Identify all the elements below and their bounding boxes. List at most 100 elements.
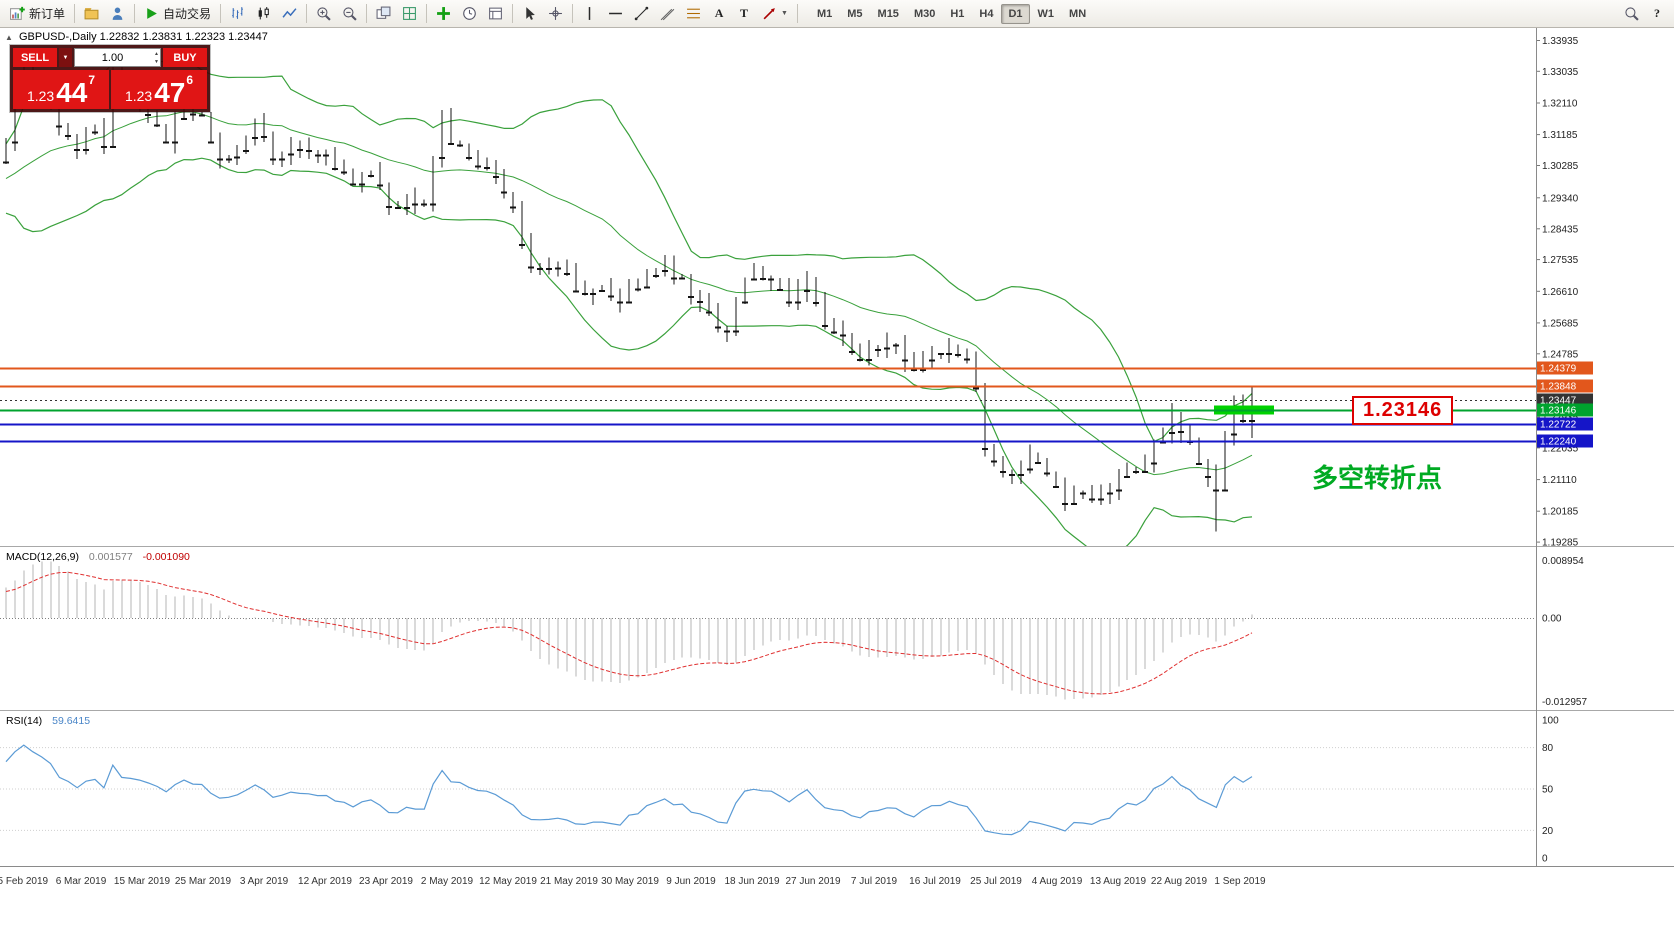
price-callout-box[interactable]: 1.23146 — [1352, 396, 1454, 425]
price-tag — [1537, 379, 1593, 393]
toolbar: 新订单 自动交易 — [0, 0, 1674, 28]
line-chart-button[interactable] — [277, 3, 302, 25]
volume-input[interactable]: 1.00 ▲ ▼ — [74, 48, 161, 67]
new-order-button[interactable]: 新订单 — [5, 3, 70, 25]
toolbar-separator — [306, 4, 308, 23]
sell-price-big: 44 — [56, 77, 88, 108]
rsi-value: 59.6415 — [52, 715, 91, 727]
macd-value2: -0.001090 — [142, 551, 190, 563]
timeframe-button-m15[interactable]: M15 — [877, 7, 899, 20]
help-button[interactable]: ? — [1645, 3, 1669, 25]
candlestick-icon — [258, 7, 269, 20]
price-axis-tick: 1.32110 — [1542, 99, 1578, 110]
timeframe-button-w1[interactable]: W1 — [1037, 7, 1055, 20]
price-axis-tick: 1.21110 — [1542, 475, 1577, 486]
collapse-arrow-icon[interactable]: ▲ — [5, 33, 13, 42]
line-chart-icon — [282, 8, 297, 18]
user-button[interactable] — [105, 3, 130, 25]
clock-icon — [463, 7, 476, 20]
bollinger-bands — [5, 58, 1253, 546]
volume-dropdown-button[interactable]: ▼ — [59, 48, 72, 67]
bars-chart-button[interactable] — [225, 3, 250, 25]
label-button[interactable]: T — [732, 3, 756, 25]
autotrading-button[interactable]: 自动交易 — [139, 3, 216, 25]
zoom-out-icon — [343, 7, 357, 21]
toolbar-separator — [366, 4, 368, 23]
templates-button[interactable] — [483, 3, 508, 25]
crosshair-button[interactable] — [543, 3, 568, 25]
bollinger-middle-band — [5, 111, 1253, 476]
date-axis-label: 15 Mar 2019 — [114, 876, 171, 887]
zoom-in-button[interactable] — [311, 3, 336, 25]
price-axis-tick: 1.25685 — [1542, 318, 1579, 329]
level-lines[interactable] — [0, 367, 1536, 443]
price-axis-tick: 1.31185 — [1542, 130, 1578, 141]
candlestick-chart-button[interactable] — [251, 3, 276, 25]
buy-price-display[interactable]: 1.23 47 6 — [111, 70, 207, 109]
price-tag-label: 1.22240 — [1540, 437, 1577, 448]
date-axis-label: 21 May 2019 — [540, 876, 598, 887]
sell-price-display[interactable]: 1.23 44 7 — [13, 70, 109, 109]
timeframe-button-m30[interactable]: M30 — [913, 7, 936, 20]
folder-button[interactable] — [79, 3, 104, 25]
timeframe-button-h1[interactable]: H1 — [950, 7, 965, 20]
spinner-up-icon: ▲ — [154, 50, 159, 57]
macd-name: MACD(12,26,9) — [6, 551, 79, 563]
date-axis-label: 25 Mar 2019 — [175, 876, 232, 887]
timeframe-button-m1[interactable]: M1 — [816, 7, 833, 20]
vertical-line-icon — [588, 7, 591, 20]
text-button[interactable]: A — [707, 3, 731, 25]
macd-histogram — [5, 561, 1253, 700]
rsi-axis-tick: 0 — [1542, 854, 1548, 865]
channel-icon — [660, 8, 675, 21]
fibonacci-button[interactable] — [681, 3, 706, 25]
periods-button[interactable] — [457, 3, 482, 25]
caret-down-icon: ▼ — [781, 10, 788, 17]
grid-button[interactable] — [397, 3, 422, 25]
price-tag-label: 1.23848 — [1540, 382, 1577, 393]
date-axis-label: 12 May 2019 — [479, 876, 537, 887]
timeframe-button-h4[interactable]: H4 — [979, 7, 994, 20]
channel-button[interactable] — [655, 3, 680, 25]
sell-button[interactable]: SELL — [13, 48, 57, 67]
symbol-ohlc-text: GBPUSD-,Daily 1.22832 1.23831 1.22323 1.… — [18, 31, 268, 43]
sell-price-sup: 7 — [88, 73, 96, 87]
date-axis-label: 2 May 2019 — [421, 876, 474, 887]
turning-point-note[interactable]: 多空转折点 — [1312, 463, 1443, 493]
tile-windows-button[interactable] — [371, 3, 396, 25]
horizontal-line-button[interactable] — [603, 3, 628, 25]
rsi-axis-tick: 80 — [1542, 743, 1554, 754]
volume-spinner[interactable]: ▲ ▼ — [154, 49, 159, 66]
zoom-out-button[interactable] — [337, 3, 362, 25]
date-axis-label: 23 Apr 2019 — [359, 876, 413, 887]
trendline-button[interactable] — [629, 3, 654, 25]
arrows-button[interactable]: ▼ — [757, 3, 793, 25]
vertical-line-button[interactable] — [577, 3, 602, 25]
axes: 1.33935 1.33035 1.32110 1.31185 1.30285 1.293… — [0, 36, 1593, 887]
macd-axis-tick: 0.00 — [1542, 614, 1562, 625]
price-tag-label: 1.22722 — [1540, 420, 1577, 431]
toolbar-separator — [426, 4, 428, 23]
price-axis-tick: 1.30285 — [1542, 161, 1579, 172]
sell-price-prefix: 1.23 — [26, 88, 55, 104]
text-tool-icon: A — [714, 6, 724, 20]
search-button[interactable] — [1619, 3, 1644, 25]
date-axis-label: 27 Jun 2019 — [785, 876, 840, 887]
date-axis-label: 12 Apr 2019 — [298, 876, 352, 887]
timeframe-button-mn[interactable]: MN — [1069, 7, 1087, 20]
date-axis-label: 22 Aug 2019 — [1151, 876, 1208, 887]
timeframe-button-m5[interactable]: M5 — [847, 7, 863, 20]
buy-button[interactable]: BUY — [163, 48, 207, 67]
cursor-button[interactable] — [517, 3, 542, 25]
arrow-icon — [763, 8, 775, 20]
user-icon — [112, 7, 123, 20]
price-tag — [1537, 393, 1593, 407]
price-axis-tick: 1.29340 — [1542, 193, 1579, 204]
new-order-icon — [10, 6, 25, 20]
price-axis-tick: 1.33035 — [1542, 67, 1579, 78]
timeframe-button-d1[interactable]: D1 — [1001, 3, 1030, 24]
cascade-windows-icon — [376, 6, 391, 19]
indicators-button[interactable] — [431, 3, 456, 25]
fibonacci-icon — [687, 8, 700, 19]
